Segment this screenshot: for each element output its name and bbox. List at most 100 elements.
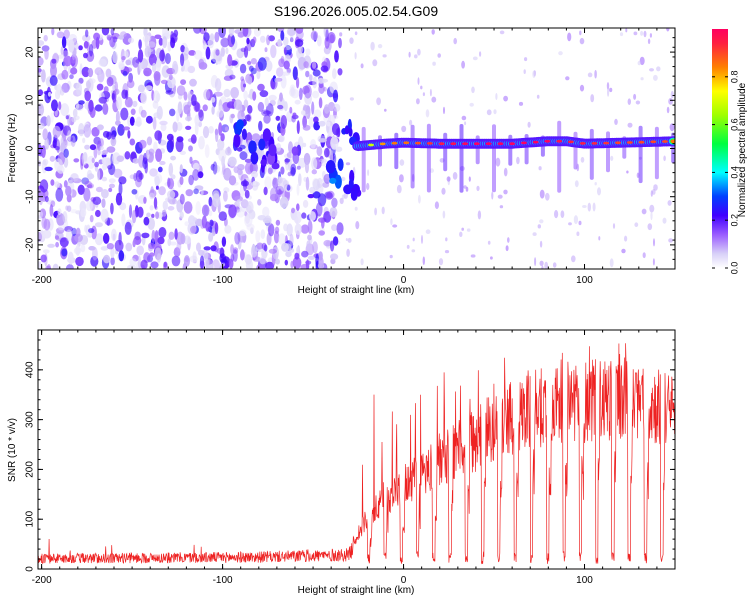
noise-speckle: [145, 85, 153, 91]
noise-speckle: [85, 200, 93, 212]
noise-speckle: [208, 232, 214, 242]
noise-speckle: [172, 60, 178, 75]
noise-speckle: [83, 187, 91, 202]
noise-speckle: [476, 185, 480, 192]
noise-speckle: [284, 259, 288, 266]
noise-speckle: [149, 252, 155, 257]
noise-speckle: [46, 115, 51, 127]
noise-speckle: [54, 235, 60, 240]
noise-speckle: [108, 187, 113, 193]
noise-speckle: [291, 207, 295, 214]
noise-speckle: [194, 102, 201, 112]
noise-speckle: [652, 188, 656, 195]
spectral-blob: [250, 151, 259, 165]
noise-speckle: [339, 32, 343, 37]
noise-speckle: [98, 68, 102, 77]
noise-speckle: [202, 42, 208, 50]
noise-speckle: [102, 163, 108, 171]
noise-speckle: [252, 36, 257, 44]
noise-speckle: [390, 218, 393, 226]
noise-speckle: [185, 189, 194, 197]
noise-speckle: [471, 86, 475, 94]
noise-speckle: [141, 232, 150, 239]
spectral-blob: [329, 177, 337, 184]
noise-speckle: [253, 180, 257, 186]
noise-speckle: [90, 255, 99, 267]
noise-speckle: [382, 54, 387, 58]
signal-track-peak: [615, 141, 621, 145]
noise-speckle: [102, 149, 108, 155]
noise-speckle: [269, 99, 276, 106]
noise-speckle: [81, 177, 90, 185]
colorbar-label: Normalized spectral amplitude: [737, 82, 748, 217]
noise-speckle: [212, 161, 218, 175]
noise-speckle: [304, 84, 312, 99]
noise-speckle: [289, 248, 295, 253]
noise-speckle: [258, 120, 263, 132]
noise-speckle: [609, 87, 613, 93]
noise-speckle: [146, 212, 151, 218]
noise-speckle: [280, 115, 287, 129]
noise-speckle: [69, 74, 74, 80]
noise-speckle: [144, 34, 148, 49]
noise-speckle: [582, 205, 587, 208]
noise-speckle: [305, 48, 311, 56]
noise-speckle: [294, 252, 300, 260]
noise-speckle: [56, 31, 65, 39]
noise-speckle: [234, 195, 244, 202]
noise-speckle: [240, 180, 249, 187]
noise-speckle: [62, 211, 68, 223]
noise-speckle: [213, 165, 221, 173]
noise-speckle: [345, 238, 348, 241]
noise-speckle: [228, 204, 237, 218]
noise-speckle: [425, 229, 431, 234]
noise-speckle: [264, 215, 272, 226]
noise-speckle: [202, 126, 210, 139]
noise-speckle: [594, 182, 597, 186]
noise-speckle: [94, 222, 103, 228]
noise-speckle: [376, 97, 381, 106]
noise-speckle: [183, 47, 190, 56]
noise-speckle: [243, 46, 249, 58]
noise-speckle: [126, 79, 135, 89]
noise-speckle: [334, 50, 339, 63]
noise-speckle: [125, 59, 132, 66]
spectral-blob: [233, 134, 241, 148]
noise-speckle: [505, 245, 509, 252]
noise-speckle: [129, 116, 135, 126]
noise-speckle: [313, 109, 322, 119]
noise-speckle: [75, 82, 82, 96]
noise-speckle: [156, 253, 161, 263]
spectrogram-heatmap: [38, 28, 675, 269]
spectral-blob: [258, 138, 266, 151]
noise-speckle: [468, 176, 471, 182]
noise-speckle: [203, 246, 211, 251]
noise-speckle: [137, 84, 145, 93]
noise-speckle: [444, 250, 450, 254]
noise-speckle: [305, 176, 310, 191]
noise-speckle: [579, 30, 582, 36]
noise-speckle: [461, 227, 465, 231]
noise-speckle: [110, 257, 115, 266]
noise-speckle: [82, 137, 86, 144]
noise-speckle: [331, 224, 338, 232]
noise-speckle: [49, 155, 56, 162]
noise-speckle: [172, 121, 178, 133]
noise-speckle: [545, 192, 550, 201]
noise-speckle: [169, 136, 175, 150]
noise-speckle: [221, 236, 227, 247]
noise-speckle: [619, 32, 624, 37]
noise-speckle: [91, 126, 100, 137]
noise-speckle: [312, 90, 320, 99]
noise-speckle: [84, 90, 91, 102]
noise-speckle: [532, 232, 537, 237]
noise-speckle: [642, 252, 646, 259]
noise-speckle: [164, 53, 171, 65]
noise-speckle: [567, 32, 572, 42]
noise-speckle: [479, 51, 482, 57]
noise-speckle: [286, 184, 291, 191]
noise-speckle: [320, 65, 329, 72]
noise-speckle: [627, 122, 633, 128]
noise-speckle: [183, 201, 193, 214]
